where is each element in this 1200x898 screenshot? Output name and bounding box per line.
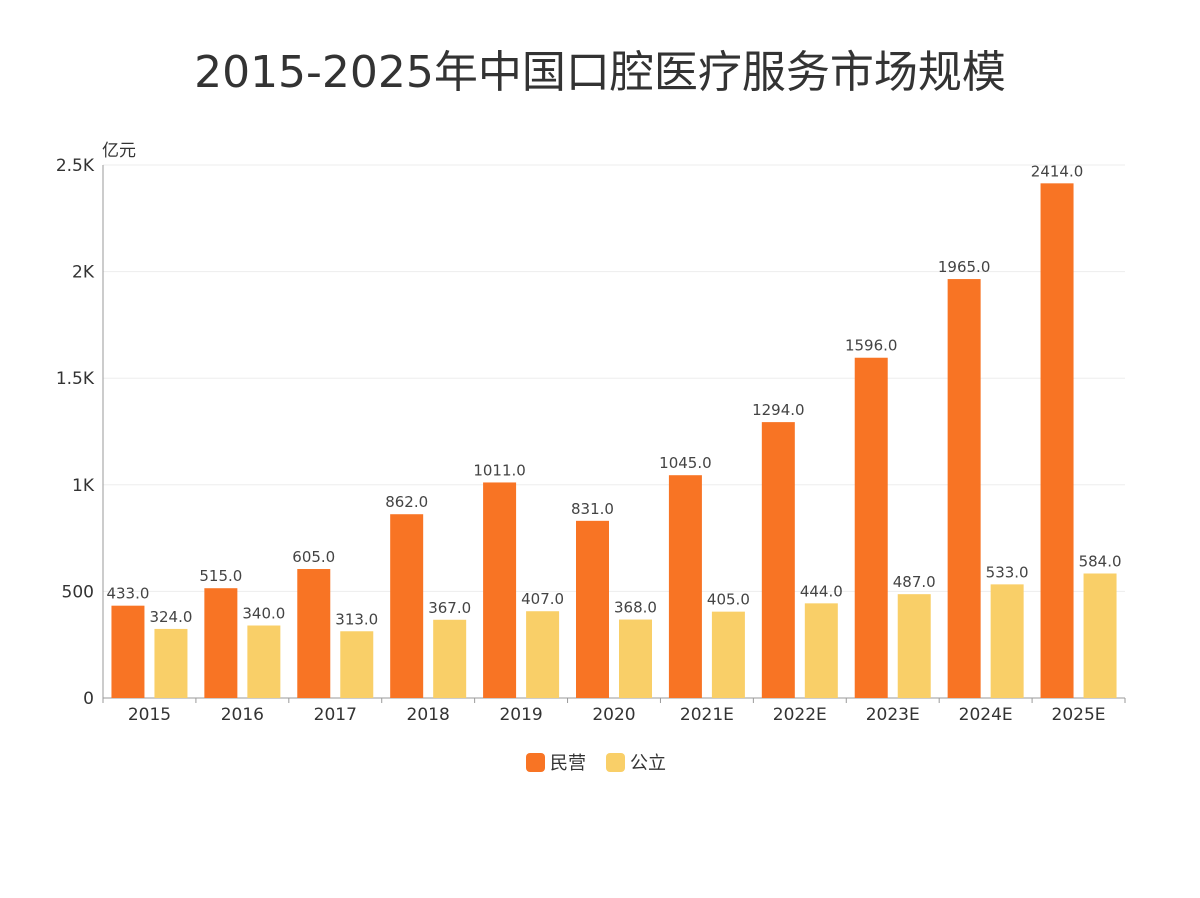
data-label: 487.0 <box>893 573 936 591</box>
y-tick-label: 0 <box>83 689 94 709</box>
x-tick-label: 2023E <box>866 705 920 725</box>
data-label: 1011.0 <box>473 461 526 479</box>
x-tick-label: 2016 <box>221 705 264 725</box>
x-tick-label: 2020 <box>592 705 635 725</box>
legend-label-public[interactable]: 公立 <box>630 753 666 774</box>
y-tick-label: 2K <box>72 263 95 283</box>
data-label: 862.0 <box>385 493 428 511</box>
legend-swatch-private[interactable] <box>526 753 545 772</box>
y-tick-label: 1K <box>72 476 95 496</box>
bar-private-2016[interactable] <box>204 588 238 698</box>
bar-private-2018[interactable] <box>390 514 424 698</box>
x-tick-label: 2022E <box>773 705 827 725</box>
data-label: 605.0 <box>292 548 335 566</box>
data-label: 340.0 <box>242 605 285 623</box>
bar-public-2022E[interactable] <box>804 603 838 698</box>
y-axis-unit-label: 亿元 <box>102 141 136 161</box>
y-tick-label: 2.5K <box>56 156 95 176</box>
bar-public-2015[interactable] <box>154 628 188 698</box>
data-label: 405.0 <box>707 591 750 609</box>
x-tick-label: 2017 <box>314 705 357 725</box>
data-label: 368.0 <box>614 599 657 617</box>
bar-public-2024E[interactable] <box>990 584 1024 698</box>
bar-public-2019[interactable] <box>526 611 560 698</box>
bar-public-2025E[interactable] <box>1083 573 1117 698</box>
bar-public-2016[interactable] <box>247 625 281 698</box>
x-tick-label: 2025E <box>1052 705 1106 725</box>
data-label: 584.0 <box>1079 552 1122 570</box>
data-label: 407.0 <box>521 590 564 608</box>
y-tick-label: 1.5K <box>56 369 95 389</box>
bar-public-2021E[interactable] <box>711 611 745 698</box>
legend-swatch-public[interactable] <box>606 753 625 772</box>
bar-private-2020[interactable] <box>576 520 609 698</box>
chart-title: 2015-2025年中国口腔医疗服务市场规模 <box>194 47 1006 98</box>
bar-public-2018[interactable] <box>433 619 467 698</box>
data-label: 367.0 <box>428 599 471 617</box>
data-label: 2414.0 <box>1031 162 1084 180</box>
bar-public-2017[interactable] <box>340 631 374 698</box>
data-label: 831.0 <box>571 500 614 518</box>
bar-private-2025E[interactable] <box>1040 183 1074 698</box>
data-label: 533.0 <box>986 563 1029 581</box>
data-label: 1596.0 <box>845 337 898 355</box>
bar-public-2023E[interactable] <box>897 594 931 698</box>
y-tick-label: 500 <box>62 582 94 602</box>
x-tick-label: 2024E <box>959 705 1013 725</box>
legend[interactable]: 民营 公立 <box>526 753 666 774</box>
data-label: 1294.0 <box>752 401 805 419</box>
bar-private-2024E[interactable] <box>947 279 981 698</box>
bar-private-2015[interactable] <box>111 605 145 698</box>
x-tick-label: 2018 <box>407 705 450 725</box>
axes: 0 500 1K 1.5K 2K 2.5K 2015 2016 2017 2018 2019 2020… <box>56 156 1126 725</box>
bars <box>111 183 1117 698</box>
data-label: 433.0 <box>106 585 149 603</box>
bar-private-2019[interactable] <box>483 482 517 698</box>
bar-private-2023E[interactable] <box>854 357 888 698</box>
x-tick-label: 2019 <box>499 705 542 725</box>
bar-private-2022E[interactable] <box>761 422 795 698</box>
data-label: 1965.0 <box>938 258 991 276</box>
data-label: 444.0 <box>800 582 843 600</box>
data-label: 324.0 <box>149 608 192 626</box>
bar-private-2017[interactable] <box>297 569 331 698</box>
data-label: 313.0 <box>335 610 378 628</box>
data-label: 515.0 <box>199 567 242 585</box>
data-label: 1045.0 <box>659 454 712 472</box>
x-tick-label: 2015 <box>128 705 171 725</box>
x-tick-label: 2021E <box>680 705 734 725</box>
legend-label-private[interactable]: 民营 <box>550 753 586 774</box>
bar-public-2020[interactable] <box>619 619 652 698</box>
bar-private-2021E[interactable] <box>668 475 702 698</box>
